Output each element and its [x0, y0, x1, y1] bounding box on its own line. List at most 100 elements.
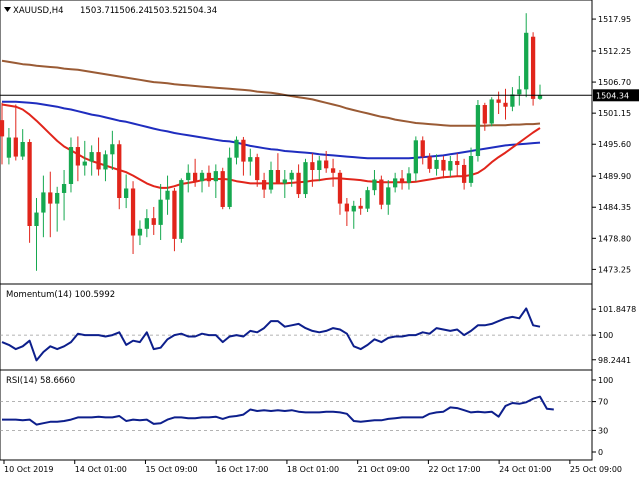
momentum-line	[1, 307, 541, 362]
candle-body	[530, 36, 536, 99]
current-price-tag	[593, 89, 639, 102]
bull-candle	[199, 170, 205, 193]
sma-mid-path	[2, 100, 541, 160]
price-tick-label: 1489.90	[598, 172, 631, 181]
bull-candle	[158, 184, 163, 240]
bear-candle	[358, 198, 363, 215]
bull-candle	[489, 97, 494, 127]
candle-body	[393, 178, 398, 188]
price-pane-frame	[0, 0, 593, 285]
candle-body	[179, 180, 184, 239]
bear-candle	[241, 136, 246, 176]
candle-body	[27, 142, 32, 226]
time-tick-label: 21 Oct 09:00	[358, 465, 410, 474]
candle-body	[192, 172, 198, 182]
open-value: 1503.71	[80, 6, 115, 16]
bull-candle	[61, 170, 67, 221]
sma-slow-line	[1, 59, 541, 127]
bull-candle	[317, 156, 322, 182]
rsi-path	[2, 395, 554, 426]
bull-candle	[248, 148, 253, 176]
candle-body	[110, 144, 115, 155]
rsi-tick-label: 30	[598, 426, 608, 435]
bull-candle	[289, 170, 294, 187]
time-tick-label: 22 Oct 17:00	[428, 465, 480, 474]
bull-candle	[303, 158, 308, 198]
candle-body	[172, 190, 177, 239]
bear-candle	[206, 165, 212, 187]
bull-candle	[468, 147, 474, 187]
bear-candle	[420, 136, 425, 165]
candle-body	[206, 172, 212, 182]
candle-body	[524, 32, 529, 90]
bull-candle	[68, 137, 74, 193]
bull-candle	[386, 180, 391, 215]
bull-candle	[213, 164, 218, 198]
price-tick-label: 1517.95	[598, 15, 631, 24]
momentum-tick-label: 98.2441	[598, 356, 631, 365]
candle-body	[461, 164, 467, 183]
bull-candle	[55, 186, 60, 232]
candle-body	[330, 168, 336, 173]
bull-candle	[406, 167, 412, 190]
price-tick-label: 1473.25	[598, 265, 631, 274]
bull-candle	[186, 164, 191, 193]
bull-candle	[365, 186, 370, 212]
bull-candle	[234, 136, 239, 165]
candle-body	[406, 173, 412, 183]
bear-candle	[192, 158, 198, 187]
candle-body	[448, 161, 453, 171]
bull-candle	[510, 87, 515, 112]
bull-candle	[20, 129, 25, 160]
candle-body	[68, 147, 74, 184]
bear-candle	[441, 156, 446, 179]
candle-body	[0, 120, 5, 137]
candle-body	[158, 199, 163, 225]
bear-candle	[530, 32, 536, 106]
candle-body	[475, 105, 481, 156]
bull-candle	[351, 200, 356, 229]
momentum-title: Momentum(14) 100.5992	[6, 290, 115, 300]
candle-body	[268, 170, 274, 190]
candle-body	[337, 172, 343, 204]
candle-body	[165, 190, 170, 200]
bear-candle	[255, 153, 260, 187]
sma-mid-line	[2, 100, 541, 160]
time-axis: 10 Oct 2019 14 Oct 01:00 15 Oct 09:00 16 Oc…	[3, 460, 622, 474]
bear-candle	[130, 181, 136, 254]
bear-candle	[13, 104, 18, 161]
candle-body	[289, 172, 294, 180]
bear-candle	[324, 150, 329, 173]
bear-candle	[344, 198, 350, 226]
bear-candle	[75, 136, 81, 182]
time-tick-label: 15 Oct 09:00	[145, 465, 197, 474]
momentum-axis: 101.8478 100 98.2441	[592, 305, 636, 365]
current-price-label: 1504.34	[596, 91, 629, 100]
candle-body	[468, 156, 474, 183]
candle-body	[255, 157, 260, 181]
candle-body	[220, 171, 225, 207]
candle-body	[96, 152, 101, 170]
candle-body	[137, 228, 143, 236]
bear-candle	[461, 158, 467, 190]
rsi-pane-frame	[0, 369, 593, 461]
rsi-grid	[0, 401, 592, 431]
bear-candle	[455, 153, 460, 176]
time-tick-label: 14 Oct 01:00	[75, 465, 127, 474]
bull-candle	[144, 209, 149, 238]
momentum-pane-frame	[0, 283, 593, 371]
bull-candle	[165, 175, 170, 215]
candle-body	[344, 203, 350, 212]
candle-body	[434, 159, 439, 169]
bull-candle	[282, 170, 287, 198]
time-tick-label: 25 Oct 09:00	[570, 465, 622, 474]
collapse-arrow-icon[interactable]	[4, 7, 11, 12]
bull-candle	[372, 170, 377, 196]
high-value: 1506.24	[114, 6, 149, 16]
candle-body	[365, 190, 370, 209]
bear-candle	[172, 187, 177, 252]
price-tick-label: 1495.60	[598, 140, 631, 149]
bull-candle	[537, 84, 543, 100]
price-axis: 1517.95 1512.25 1506.70 1501.15 1495.60 1489.…	[592, 15, 631, 274]
candle-body	[379, 179, 384, 205]
